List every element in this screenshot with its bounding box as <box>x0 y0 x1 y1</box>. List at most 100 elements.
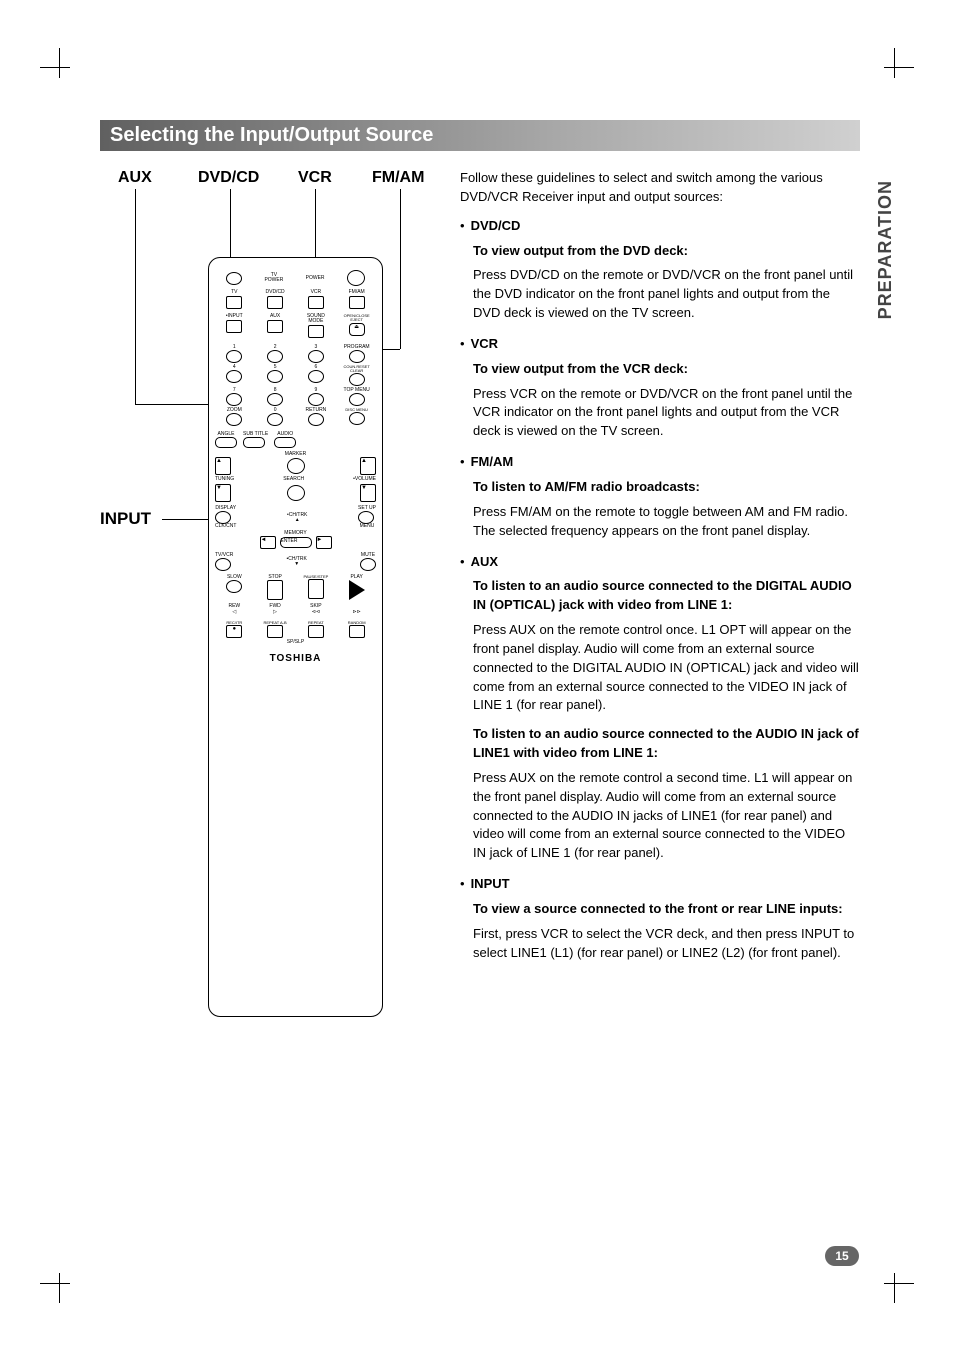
zoom-btn <box>226 413 242 426</box>
volume-label: •VOLUME <box>353 477 376 482</box>
stop-btn <box>267 580 283 600</box>
sect-input-sub: To view a source connected to the front … <box>473 900 860 919</box>
vcr-button <box>308 296 324 309</box>
num-0-btn <box>267 413 283 426</box>
input-label: •INPUT <box>215 314 254 319</box>
play-label: PLAY <box>337 575 376 580</box>
power-label: POWER <box>306 276 325 281</box>
num-1-btn <box>226 350 242 363</box>
input-button <box>226 320 242 333</box>
topmenu-label: TOP MENU <box>337 388 376 393</box>
volume-dn-btn: ▼ <box>360 484 376 502</box>
return-label: RETURN <box>297 408 336 413</box>
callout-aux: AUX <box>118 169 152 187</box>
tuning-up-btn: ▲ <box>215 457 231 475</box>
num-4: 4 <box>215 365 254 370</box>
left-btn: ◄ <box>260 536 276 549</box>
num-2: 2 <box>256 345 295 350</box>
sect-aux-head: AUX <box>471 553 498 572</box>
num-8-btn <box>267 393 283 406</box>
sect-vcr-body: Press VCR on the remote or DVD/VCR on th… <box>473 385 860 442</box>
page-number: 15 <box>825 1246 859 1266</box>
search-btn <box>287 485 305 501</box>
side-tab: PREPARATION <box>875 180 896 319</box>
callout-input: INPUT <box>100 509 151 529</box>
num-6: 6 <box>297 365 336 370</box>
mute-label: MUTE <box>360 553 376 558</box>
num-2-btn <box>267 350 283 363</box>
vcr-label: VCR <box>297 290 336 295</box>
discmenu-label: DISC MENU <box>337 408 376 412</box>
sect-dvdcd-body: Press DVD/CD on the remote or DVD/VCR on… <box>473 266 860 323</box>
remote-diagram: AUX DVD/CD VCR FM/AM INPUT <box>100 169 430 975</box>
sect-fmam-body: Press FM/AM on the remote to toggle betw… <box>473 503 860 541</box>
num-3-btn <box>308 350 324 363</box>
callout-vcr: VCR <box>298 169 332 187</box>
slow-btn <box>226 580 242 593</box>
sect-vcr-sub: To view output from the VCR deck: <box>473 360 860 379</box>
sect-aux-sub: To listen to an audio source connected t… <box>473 577 860 615</box>
num-1: 1 <box>215 345 254 350</box>
aux-label: AUX <box>256 314 295 319</box>
eject-label: OPEN/CLOSE EJECT <box>337 314 376 322</box>
num-3: 3 <box>297 345 336 350</box>
num-5-btn <box>267 370 283 383</box>
tv-power-button <box>226 272 242 285</box>
subtitle-btn <box>243 437 265 448</box>
recitr-label: REC/ITR <box>215 621 254 625</box>
eject-button: ⏏ <box>349 323 365 336</box>
skip-fwd-icon: ⊳⊳ <box>337 609 376 615</box>
skip-back-icon: ⊲⊲ <box>297 609 336 615</box>
audio-label: AUDIO <box>274 432 296 437</box>
soundmode-button <box>308 325 324 338</box>
callout-dvdcd: DVD/CD <box>198 169 259 187</box>
rew-icon: ◁ <box>215 609 254 615</box>
subtitle-label: SUB TITLE <box>243 432 268 437</box>
section-title: Selecting the Input/Output Source <box>100 120 860 151</box>
callout-fmam: FM/AM <box>372 169 424 187</box>
soundmode-label: SOUND MODE <box>297 314 336 324</box>
search-label: SEARCH <box>283 477 304 482</box>
tuning-label: TUNING <box>215 477 234 482</box>
discmenu-btn <box>349 412 365 425</box>
fwd-icon: ▷ <box>256 609 295 615</box>
repeat-label: REPEAT <box>297 621 336 625</box>
return-btn <box>308 413 324 426</box>
tvpower-label: TV POWER <box>264 273 283 283</box>
intro-text: Follow these guidelines to select and sw… <box>460 169 860 207</box>
fmam-button <box>349 296 365 309</box>
instructions: Follow these guidelines to select and sw… <box>460 169 860 975</box>
setup-label: SET UP <box>358 506 376 511</box>
recitr-btn: ● <box>226 625 242 638</box>
mute-btn <box>360 558 376 571</box>
fmam-label: FM/AM <box>337 290 376 295</box>
sect-aux-body: Press AUX on the remote control once. L1… <box>473 621 860 715</box>
angle-btn <box>215 437 237 448</box>
sect-dvdcd-sub: To view output from the DVD deck: <box>473 242 860 261</box>
repeat-btn <box>308 625 324 638</box>
display-label: DISPLAY <box>215 506 236 511</box>
num-5: 5 <box>256 365 295 370</box>
sect-aux-sub2: To listen to an audio source connected t… <box>473 725 860 763</box>
sect-fmam-head: FM/AM <box>471 453 514 472</box>
repeatab-label: REPEAT A-B <box>256 621 295 625</box>
repeatab-btn <box>267 625 283 638</box>
play-btn <box>349 580 365 600</box>
slow-label: SLOW <box>215 575 254 580</box>
num-0: 0 <box>256 408 295 413</box>
num-4-btn <box>226 370 242 383</box>
sect-dvdcd-head: DVD/CD <box>471 217 521 236</box>
program-label: PROGRAM <box>337 345 376 350</box>
random-label: RANDOM <box>337 621 376 625</box>
sect-input-head: INPUT <box>471 875 510 894</box>
sect-aux-body2: Press AUX on the remote control a second… <box>473 769 860 863</box>
stop-label: STOP <box>256 575 295 580</box>
clkcnt-label: CLK/CNT <box>215 524 236 529</box>
tvvcr-label: TV/VCR <box>215 553 233 558</box>
dvdcd-label: DVD/CD <box>256 290 295 295</box>
tuning-dn-btn: ▼ <box>215 484 231 502</box>
menu-label: MENU <box>358 524 376 529</box>
zoom-label: ZOOM <box>215 408 254 413</box>
chtrk-up-label: •CH/TRK ▲ <box>287 513 307 523</box>
tvvcr-btn <box>215 558 231 571</box>
